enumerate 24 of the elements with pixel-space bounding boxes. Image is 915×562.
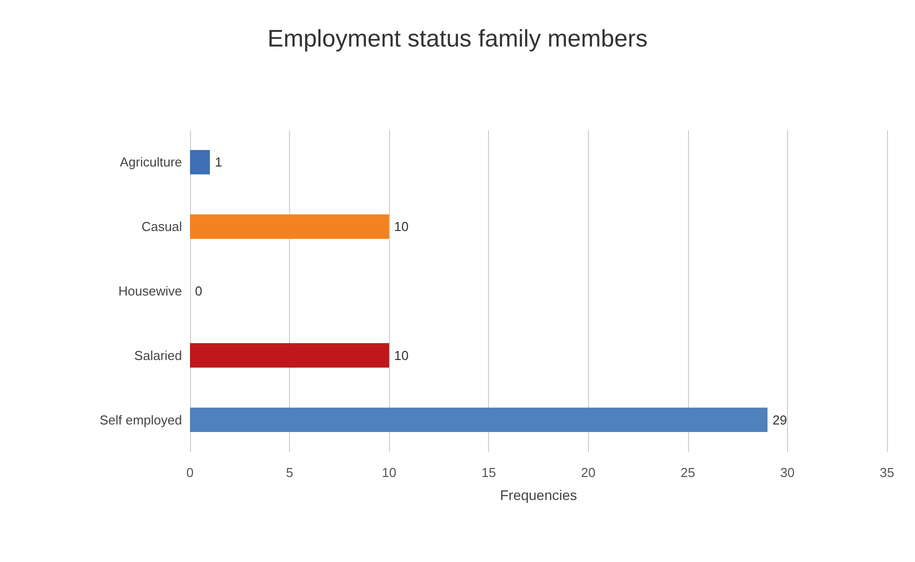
x-tick-label: 15 — [481, 465, 496, 480]
bar — [190, 214, 390, 239]
x-tick-label: 25 — [680, 465, 696, 480]
bar — [190, 408, 768, 432]
x-axis-title: Frequencies — [500, 487, 578, 503]
chart-title: Employment status family members — [267, 26, 648, 52]
x-tick-label: 0 — [186, 465, 194, 480]
data-label: 29 — [772, 412, 787, 428]
y-tick-label: Salaried — [134, 348, 182, 363]
x-tick-label: 30 — [780, 465, 795, 480]
data-label: 1 — [214, 154, 222, 170]
bar — [190, 343, 390, 368]
y-tick-label: Housewive — [118, 284, 182, 298]
bar — [190, 150, 210, 174]
x-tick-label: 5 — [286, 465, 294, 480]
y-tick-label: Agriculture — [120, 154, 182, 170]
x-tick-label: 35 — [880, 465, 894, 480]
x-tick-label: 20 — [581, 465, 596, 480]
data-label: 10 — [394, 219, 409, 234]
x-tick-label: 10 — [382, 465, 396, 480]
y-tick-label: Self employed — [100, 412, 182, 428]
data-label: 0 — [195, 284, 202, 298]
y-tick-label: Casual — [142, 219, 182, 234]
data-label: 10 — [394, 348, 409, 363]
